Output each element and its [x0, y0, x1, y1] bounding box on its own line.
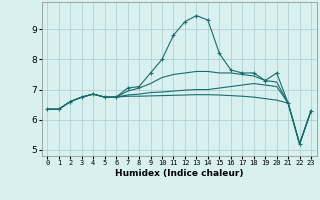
X-axis label: Humidex (Indice chaleur): Humidex (Indice chaleur): [115, 169, 244, 178]
